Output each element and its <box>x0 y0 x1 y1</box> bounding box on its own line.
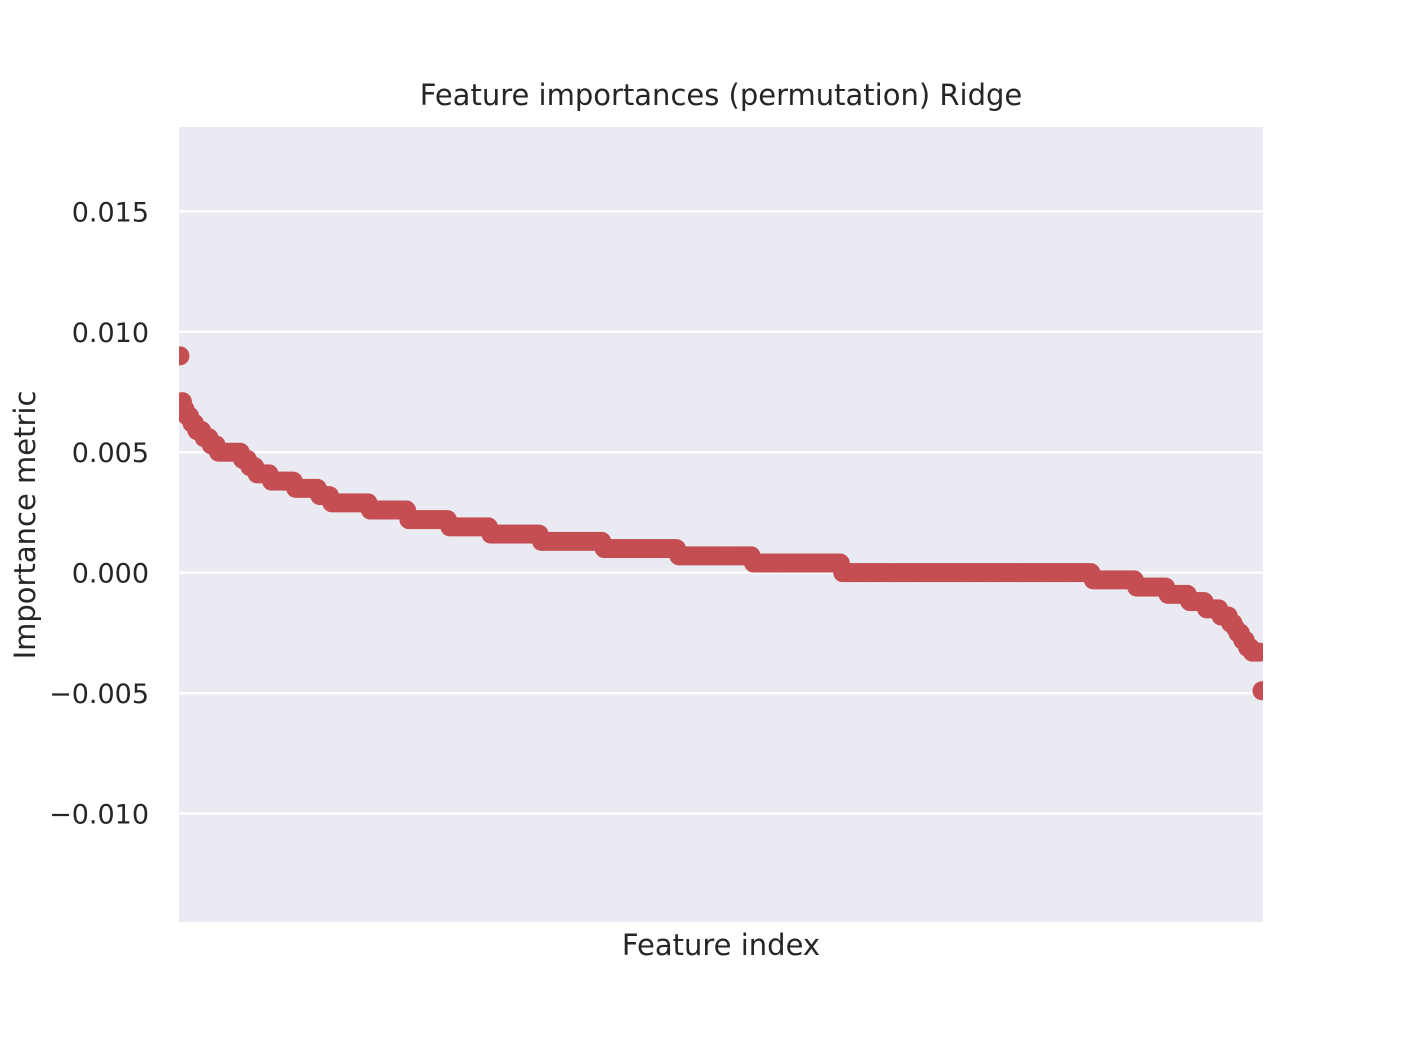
y-tick-label: 0.005 <box>72 438 149 469</box>
data-point <box>1252 681 1263 701</box>
chart-title: Feature importances (permutation) Ridge <box>419 78 1023 112</box>
data-points <box>179 346 1263 701</box>
y-tick-label: 0.000 <box>72 559 149 590</box>
y-tick-label: −0.010 <box>49 800 149 831</box>
y-tick-label: 0.010 <box>72 318 149 349</box>
y-tick-labels: −0.010 −0.005 0.000 0.005 0.010 0.015 <box>49 197 149 830</box>
data-point <box>179 346 190 366</box>
data-point <box>1250 642 1263 662</box>
plot-background <box>179 127 1263 922</box>
y-tick-label: 0.015 <box>72 197 149 228</box>
y-tick-label: −0.005 <box>49 679 149 710</box>
x-axis-label: Feature index <box>621 928 821 962</box>
